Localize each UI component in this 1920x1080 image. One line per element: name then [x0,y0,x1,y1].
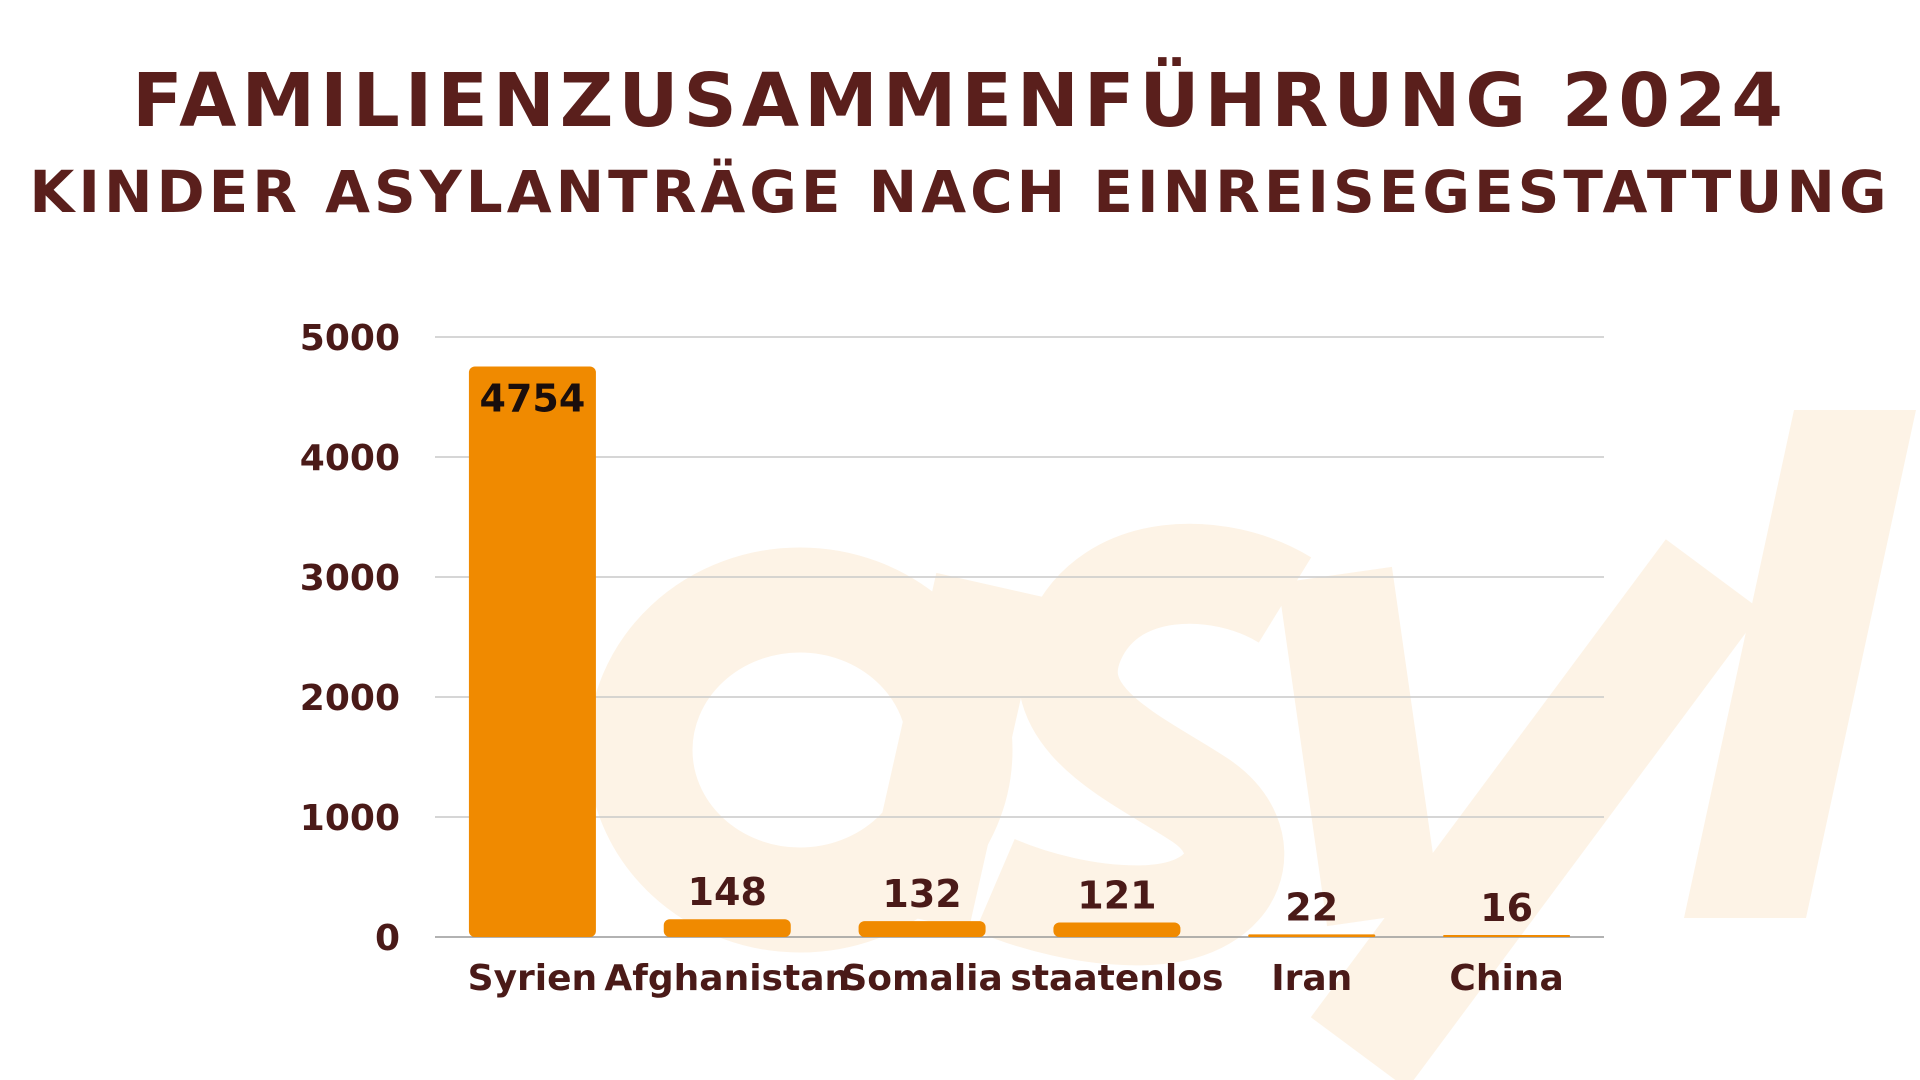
y-tick-label: 5000 [300,318,400,359]
x-tick-label: Syrien [468,958,598,999]
data-label: 121 [1077,873,1156,917]
y-tick-label: 2000 [300,678,400,719]
y-tick-label: 0 [375,918,400,959]
y-tick-label: 3000 [300,558,400,599]
data-label: 132 [882,872,961,916]
x-tick-label: staatenlos [1010,958,1223,999]
gridlines [435,336,1604,938]
watermark-letter-a-stem [861,572,1044,931]
watermark-letter-s [975,523,1312,966]
chart-title: FAMILIENZUSAMMENFÜHRUNG 2024 [132,58,1788,144]
x-tick-label: Afghanistan [604,958,850,999]
y-tick-label: 1000 [300,798,400,839]
bar-iran [1248,934,1376,937]
data-label: 16 [1480,886,1533,930]
x-tick-label: Iran [1271,958,1352,999]
data-label: 22 [1285,885,1338,929]
data-label: 148 [688,870,767,914]
labels: 0 1000 2000 3000 4000 5000 4754 Syrien 148 Afghan… [300,318,1564,999]
data-label: 4754 [480,377,586,421]
bar-somalia [858,921,986,937]
bar-afghanistan [663,919,791,937]
watermark-letter-y-right [1310,539,1763,1080]
y-tick-label: 4000 [300,438,400,479]
watermark-asyl [587,410,1916,1080]
x-tick-label: China [1449,958,1563,999]
x-tick-label: Somalia [841,958,1002,999]
watermark-letter-y-left [1278,566,1441,927]
bar-china [1443,935,1571,937]
bars [468,366,1571,937]
bar-staatenlos [1053,922,1181,937]
bar-syrien [468,366,596,937]
watermark-letter-l [1684,410,1916,918]
chart-subtitle: KINDER ASYLANTRÄGE NACH EINREISEGESTATTU… [29,158,1891,226]
